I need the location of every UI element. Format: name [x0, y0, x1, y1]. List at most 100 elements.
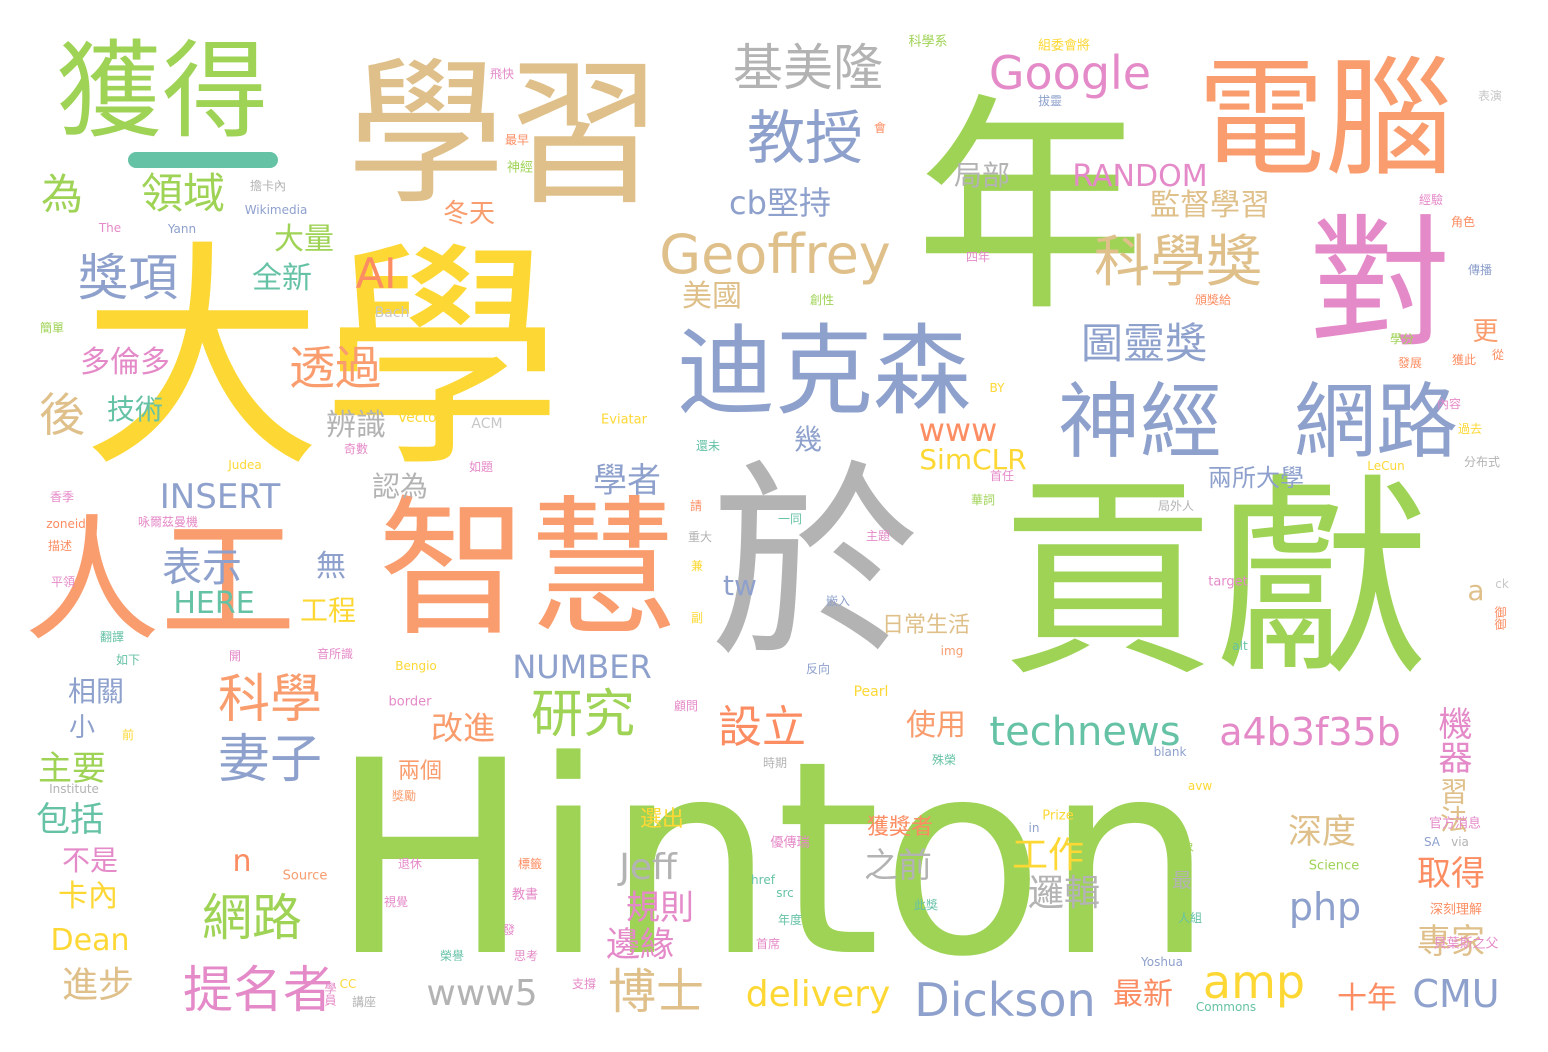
word-random: RANDOM	[1072, 159, 1208, 194]
word-via: via	[1451, 835, 1469, 849]
word-jingyan: 經驗	[1418, 193, 1444, 207]
word-rengong: 人工	[24, 503, 296, 661]
word-wu: 無	[316, 549, 346, 584]
word-baokuo: 包括	[36, 800, 104, 840]
word-luoji: 邏輯	[1027, 873, 1101, 914]
word-bianshi: 辨識	[326, 408, 386, 443]
word-zhuyao: 主要	[38, 749, 106, 789]
word-wei: 為	[40, 170, 84, 219]
word-acm: ACM	[471, 416, 503, 432]
word-banjianggei: 頒獎給	[1194, 293, 1232, 307]
word-yinsuoshi: 音所識	[316, 647, 354, 661]
word-bianyuan: 邊緣	[606, 925, 674, 965]
word-sinian: 四年	[965, 250, 991, 264]
word-shouxi: 首席	[755, 937, 781, 951]
word-img: img	[940, 644, 964, 658]
word-jiangzuo: 講座	[351, 995, 377, 1009]
word-chuanbo: 傳播	[1467, 263, 1493, 277]
word-jiaoshu: 教書	[511, 887, 539, 903]
word-ruti: 如題	[468, 460, 494, 474]
word-boltzmann: 咏爾茲曼機	[137, 515, 199, 529]
word-liangge: 兩個	[397, 759, 443, 784]
word-gongcheng: 工程	[299, 594, 357, 627]
word-ai: AI	[355, 249, 397, 298]
word-jiangli: 獎勵	[391, 789, 417, 803]
word-gongzuo: 工作	[1011, 835, 1085, 876]
word-in: in	[1028, 821, 1040, 835]
word-daliang: 大量	[274, 222, 334, 257]
word-zuweihuijiang: 組委會將	[1037, 38, 1091, 54]
word-zhiqian: 之前	[864, 846, 932, 886]
word-timingzhe: 提名者	[183, 961, 333, 1019]
word-sheli: 設立	[718, 702, 806, 753]
word-gongxian: 貢獻	[1000, 454, 1430, 706]
word-src: src	[776, 886, 794, 900]
word-here: HERE	[173, 586, 255, 621]
word-cbjianchi: cb堅持	[729, 184, 831, 222]
word-bushi: 不是	[61, 844, 119, 877]
word-jiaose: 角色	[1450, 215, 1476, 229]
word-huaci: 華詞	[970, 493, 996, 507]
word-sikao: 思考	[513, 949, 539, 963]
word-jiaoshou: 教授	[746, 104, 864, 172]
word-niandu: 年度	[777, 913, 803, 927]
word-yitong: 一同	[777, 512, 803, 526]
word-yann: Yann	[167, 222, 197, 236]
word-yanjiu: 研究	[530, 685, 636, 745]
word-insert: INSERT	[159, 477, 281, 517]
word-geng: 更	[1468, 317, 1498, 343]
word-xueyuan: 學員	[323, 982, 337, 1006]
word-qian: 前	[121, 728, 135, 742]
word-xuezhe: 學者	[593, 461, 661, 501]
word-boshi: 博士	[607, 964, 705, 1020]
word-rongyu: 榮譽	[439, 949, 465, 963]
word-guanfangxiaoxi: 官方消息	[1428, 816, 1482, 832]
word-cong: 從	[1491, 348, 1505, 362]
word-gaijin: 改進	[430, 709, 496, 747]
word-daxue: 大學	[81, 220, 563, 500]
word-tulingjiang: 圖靈獎	[1080, 319, 1208, 368]
word-chuangxing: 創性	[809, 293, 835, 307]
word-fu: 副	[690, 611, 704, 625]
word-jinbu: 進步	[61, 965, 135, 1006]
word-zhicheng: 支撐	[571, 977, 597, 991]
word-jian: 兼	[690, 559, 704, 573]
word-meiguo: 美國	[682, 279, 742, 314]
word-shiyong: 使用	[906, 708, 966, 743]
word-shendu: 深度	[1288, 812, 1356, 852]
word-jiandan: 簡單	[39, 321, 65, 335]
word-bengio: Bengio	[395, 659, 437, 673]
word-zoneid: zoneid	[46, 517, 86, 531]
word-judea: Judea	[228, 458, 262, 472]
word-kexuexi: 科學系	[908, 34, 948, 50]
word-kexue: 科學	[217, 670, 323, 730]
word-kanei: 卡內	[58, 879, 118, 914]
word-wikimedia: Wikimedia	[244, 203, 308, 217]
word-touguo: 透過	[289, 341, 381, 395]
word-www: www	[918, 411, 998, 449]
word-shenkelijie: 深刻理解	[1429, 902, 1483, 918]
word-beiyesizhifu: 貝葉斯之父	[1433, 936, 1499, 952]
word-sa: SA	[1423, 835, 1441, 849]
word-nian: 年	[914, 76, 1146, 343]
word-renwei: 認為	[371, 470, 429, 503]
word-pingling: 平領	[50, 575, 76, 589]
word-eviatar: Eviatar	[601, 412, 647, 428]
word-quanxin: 全新	[252, 261, 312, 296]
word-cijiang: 此獎	[913, 898, 939, 912]
word-miaoshu: 描述	[47, 539, 73, 553]
word-shurong: 殊榮	[931, 753, 957, 767]
word-kexuejiang: 科學獎	[1094, 230, 1262, 295]
word-target: target	[1208, 574, 1248, 590]
word-guize: 規則	[626, 888, 694, 928]
word-php: php	[1288, 885, 1362, 929]
word-haiwei: 還未	[695, 439, 721, 453]
word-hou: 後	[39, 388, 85, 442]
word-jubu: 局部	[953, 159, 1011, 192]
accent-bar	[128, 152, 278, 168]
word-guoqu: 過去	[1457, 422, 1483, 436]
word-amp: amp	[1202, 955, 1306, 1009]
word-biaoyan: 表演	[1477, 89, 1503, 103]
word-richangshenghuo: 日常生活	[881, 613, 971, 638]
